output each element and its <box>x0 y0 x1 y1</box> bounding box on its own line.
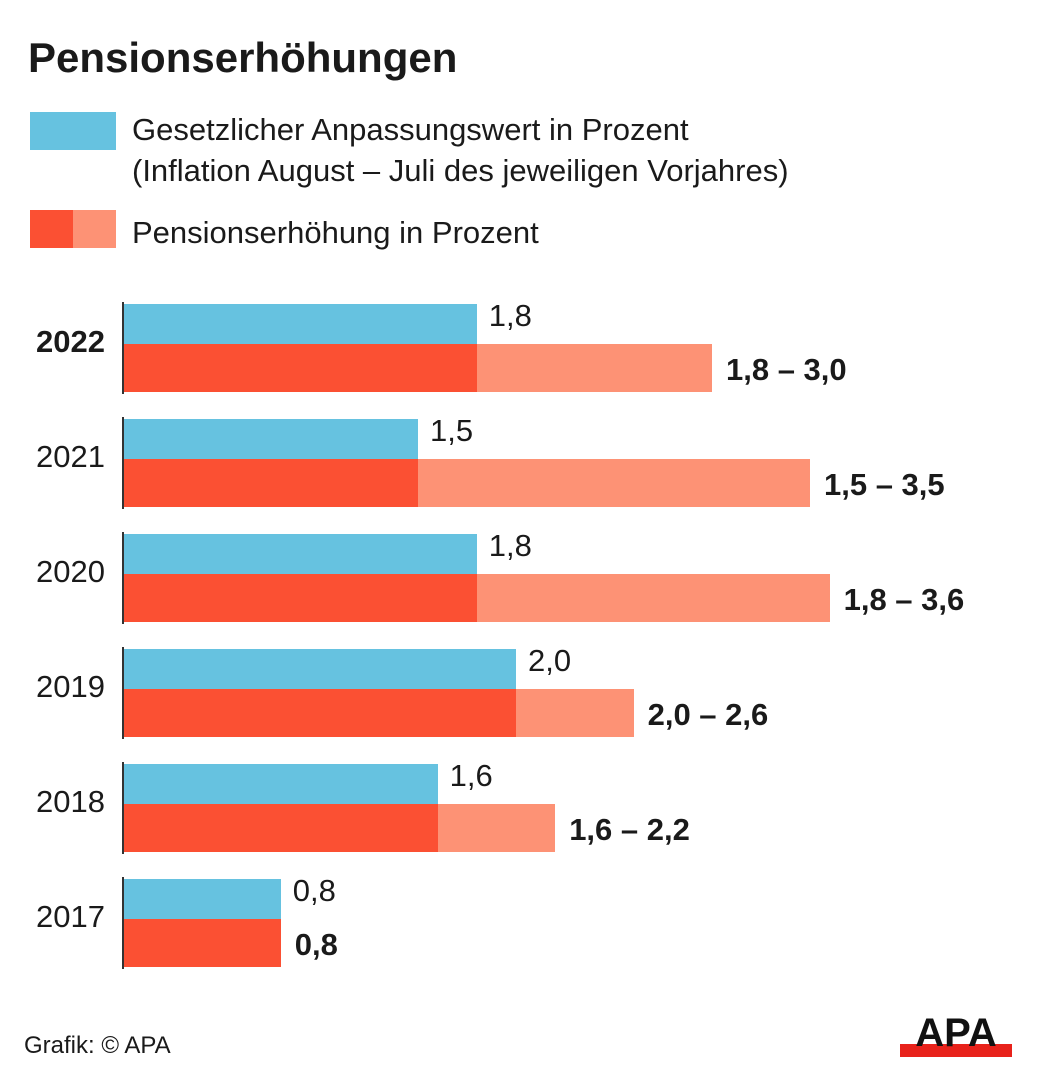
year-label-2019: 2019 <box>36 669 105 704</box>
bar-increase-range-2019 <box>516 689 634 737</box>
bar-increase-range-2021 <box>418 459 810 507</box>
year-label-2018: 2018 <box>36 784 105 819</box>
data-label-base-2018: 1,6 <box>449 758 493 793</box>
legend-label-increase: Pensionserhöhung in Prozent <box>132 215 539 250</box>
source-credit: Grafik: © APA <box>24 1032 171 1059</box>
data-label-base-2020: 1,8 <box>488 528 532 563</box>
legend-swatch-base <box>30 112 116 150</box>
bar-increase-min-2017 <box>124 919 281 967</box>
data-label-increase-2017: 0,8 <box>294 927 338 962</box>
axis-line <box>122 762 124 854</box>
data-label-base-2022: 1,8 <box>488 298 532 333</box>
bar-increase-min-2021 <box>124 459 418 507</box>
bar-base-2021 <box>124 419 418 459</box>
data-label-base-2021: 1,5 <box>430 413 474 448</box>
year-label-2022: 2022 <box>36 324 105 359</box>
bar-base-2020 <box>124 534 477 574</box>
legend-label-base-2: (Inflation August – Juli des jeweiligen … <box>132 153 789 188</box>
year-label-2021: 2021 <box>36 439 105 474</box>
bar-increase-min-2018 <box>124 804 438 852</box>
data-label-base-2017: 0,8 <box>292 873 336 908</box>
bar-increase-range-2022 <box>476 344 712 392</box>
axis-line <box>122 302 124 394</box>
bar-increase-min-2019 <box>124 689 516 737</box>
legend-label-base-1: Gesetzlicher Anpassungswert in Prozent <box>132 112 689 147</box>
axis-line <box>122 647 124 739</box>
data-label-increase-2018: 1,6 – 2,2 <box>569 812 690 847</box>
bar-base-2019 <box>124 649 516 689</box>
bar-increase-range-2018 <box>437 804 556 852</box>
data-label-increase-2020: 1,8 – 3,6 <box>843 582 965 617</box>
legend-swatch-increase-range <box>73 210 116 248</box>
bar-base-2017 <box>124 879 281 919</box>
axis-line <box>122 532 124 624</box>
chart-title: Pensionserhöhungen <box>28 34 458 81</box>
data-label-increase-2019: 2,0 – 2,6 <box>647 697 769 732</box>
year-label-2020: 2020 <box>36 554 105 589</box>
legend-swatch-increase-min <box>30 210 73 248</box>
bar-increase-min-2020 <box>124 574 477 622</box>
bar-base-2018 <box>124 764 438 804</box>
bar-increase-min-2022 <box>124 344 477 392</box>
data-label-base-2019: 2,0 <box>528 643 572 678</box>
axis-line <box>122 877 124 969</box>
year-label-2017: 2017 <box>36 899 105 934</box>
data-label-increase-2022: 1,8 – 3,0 <box>726 352 847 387</box>
bar-increase-range-2020 <box>476 574 830 622</box>
bar-base-2022 <box>124 304 477 344</box>
data-label-increase-2021: 1,5 – 3,5 <box>824 467 945 502</box>
apa-logo: APA <box>900 1010 1012 1060</box>
svg-text:APA: APA <box>915 1011 996 1055</box>
axis-line <box>122 417 124 509</box>
